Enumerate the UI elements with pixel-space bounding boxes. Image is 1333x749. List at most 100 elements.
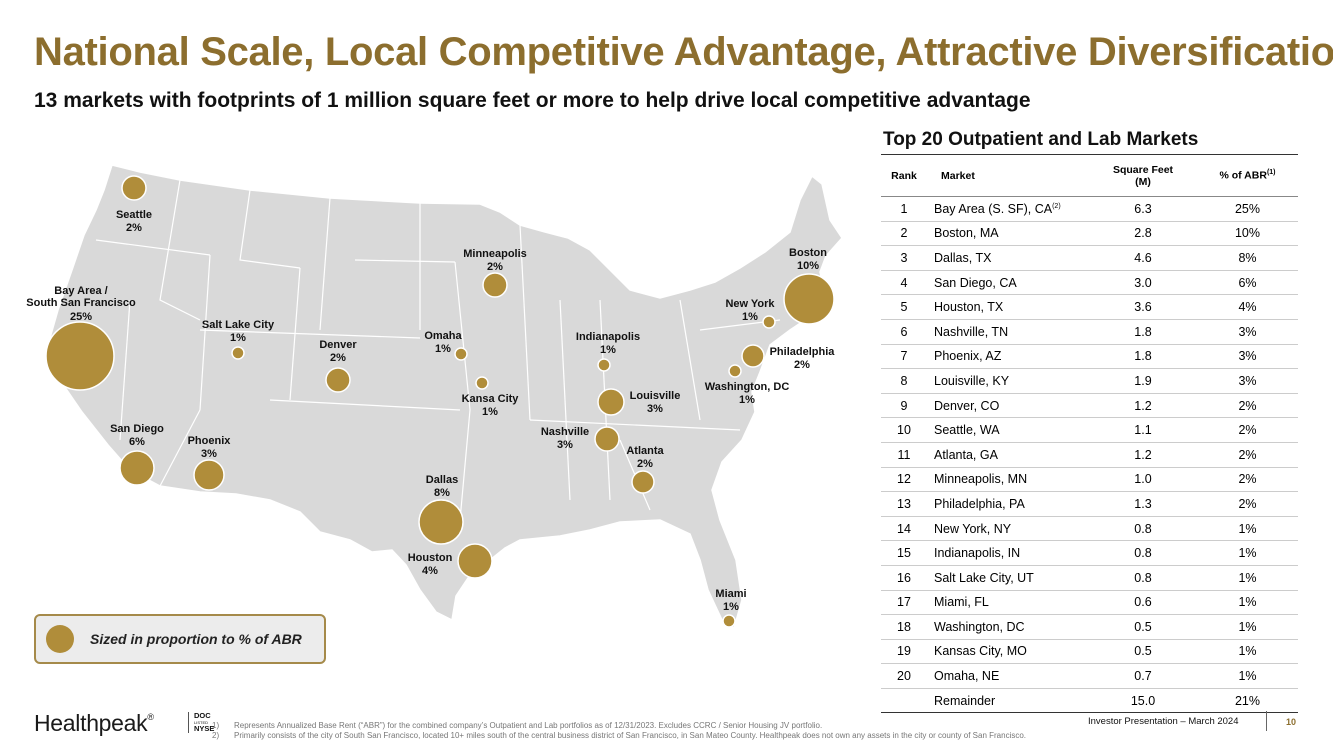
cell-market: Salt Lake City, UT <box>927 565 1089 591</box>
cell-rank: 8 <box>881 368 927 394</box>
cell-sqft: 1.9 <box>1089 368 1197 394</box>
label-dallas: Dallas <box>426 474 458 486</box>
cell-sqft: 3.6 <box>1089 294 1197 320</box>
label-boston-pct: 10% <box>797 260 819 272</box>
label-washington-dc: Washington, DC <box>705 381 790 393</box>
cell-abr: 2% <box>1197 442 1298 468</box>
label-nashville-pct: 3% <box>557 439 573 451</box>
label-bay-area-2: South San Francisco <box>26 297 136 309</box>
table-row: 2 Boston, MA 2.8 10% <box>881 221 1298 247</box>
label-kansas-city: Kansa City <box>462 393 520 405</box>
bubble-nashville <box>594 426 620 452</box>
cell-sqft: 0.8 <box>1089 540 1197 566</box>
bubble-seattle <box>121 175 147 201</box>
cell-sqft: 4.6 <box>1089 245 1197 271</box>
cell-market: Remainder <box>927 688 1089 714</box>
cell-sqft: 1.1 <box>1089 417 1197 443</box>
cell-rank: 2 <box>881 221 927 247</box>
bubble-new-york <box>762 315 776 329</box>
label-washington-dc-pct: 1% <box>739 394 755 406</box>
table-row: 19 Kansas City, MO 0.5 1% <box>881 639 1298 665</box>
bubble-houston <box>457 543 493 579</box>
cell-abr: 4% <box>1197 294 1298 320</box>
bubble-omaha <box>454 347 468 361</box>
us-outline <box>47 164 843 630</box>
cell-sqft: 3.0 <box>1089 270 1197 296</box>
cell-market: Philadelphia, PA <box>927 491 1089 517</box>
bubble-san-diego <box>119 450 155 486</box>
label-louisville: Louisville <box>630 390 681 402</box>
label-denver: Denver <box>319 339 357 351</box>
label-salt-lake-city: Salt Lake City <box>202 319 275 331</box>
cell-abr: 25% <box>1197 196 1298 222</box>
table-row: 9 Denver, CO 1.2 2% <box>881 393 1298 419</box>
cell-market: Indianapolis, IN <box>927 540 1089 566</box>
cell-market: Boston, MA <box>927 221 1089 247</box>
cell-rank <box>881 688 927 714</box>
page-number: 10 <box>1286 717 1297 727</box>
bubble-louisville <box>597 388 625 416</box>
cell-rank: 6 <box>881 319 927 345</box>
cell-rank: 9 <box>881 393 927 419</box>
cell-sqft: 0.6 <box>1089 590 1197 616</box>
cell-abr: 2% <box>1197 491 1298 517</box>
cell-sqft: 1.8 <box>1089 319 1197 345</box>
cell-rank: 17 <box>881 590 927 616</box>
cell-market: New York, NY <box>927 516 1089 542</box>
legend-text: Sized in proportion to % of ABR <box>90 631 302 647</box>
label-houston: Houston <box>408 552 453 564</box>
cell-abr: 21% <box>1197 688 1298 714</box>
cell-market: Dallas, TX <box>927 245 1089 271</box>
cell-abr: 1% <box>1197 540 1298 566</box>
cell-market: Seattle, WA <box>927 417 1089 443</box>
bubble-kansas-city <box>475 376 489 390</box>
table-row: 14 New York, NY 0.8 1% <box>881 516 1298 542</box>
bubble-washington-dc <box>728 364 742 378</box>
table-header-row: Rank Market Square Feet (M) % of ABR(1) <box>881 155 1298 197</box>
table-row: 11 Atlanta, GA 1.2 2% <box>881 442 1298 468</box>
cell-abr: 1% <box>1197 516 1298 542</box>
label-phoenix-pct: 3% <box>201 448 217 460</box>
cell-market: Minneapolis, MN <box>927 467 1089 493</box>
markets-table: Rank Market Square Feet (M) % of ABR(1) 1… <box>881 154 1298 714</box>
bubble-minneapolis <box>482 272 508 298</box>
table-title: Top 20 Outpatient and Lab Markets <box>883 129 1199 150</box>
cell-rank: 4 <box>881 270 927 296</box>
cell-abr: 2% <box>1197 467 1298 493</box>
label-phoenix: Phoenix <box>188 435 232 447</box>
label-minneapolis-pct: 2% <box>487 261 503 273</box>
table-row: 3 Dallas, TX 4.6 8% <box>881 245 1298 271</box>
cell-abr: 2% <box>1197 417 1298 443</box>
market-bubbles <box>45 175 835 628</box>
presentation-label: Investor Presentation – March 2024 <box>1088 716 1239 727</box>
label-indianapolis-pct: 1% <box>600 344 616 356</box>
label-omaha: Omaha <box>424 330 462 342</box>
label-philadelphia: Philadelphia <box>770 346 836 358</box>
cell-sqft: 1.2 <box>1089 393 1197 419</box>
bubble-philadelphia <box>741 344 765 368</box>
cell-abr: 1% <box>1197 663 1298 689</box>
cell-rank: 7 <box>881 344 927 370</box>
cell-sqft: 6.3 <box>1089 196 1197 222</box>
table-row: 18 Washington, DC 0.5 1% <box>881 614 1298 640</box>
label-philadelphia-pct: 2% <box>794 359 810 371</box>
cell-abr: 8% <box>1197 245 1298 271</box>
page-title: National Scale, Local Competitive Advant… <box>34 30 1333 74</box>
bubble-miami <box>722 614 736 628</box>
label-boston: Boston <box>789 247 827 259</box>
table-row: 16 Salt Lake City, UT 0.8 1% <box>881 565 1298 591</box>
cell-rank: 13 <box>881 491 927 517</box>
table-row: 15 Indianapolis, IN 0.8 1% <box>881 540 1298 566</box>
cell-sqft: 2.8 <box>1089 221 1197 247</box>
cell-abr: 6% <box>1197 270 1298 296</box>
label-atlanta-pct: 2% <box>637 458 653 470</box>
bubble-phoenix <box>193 459 225 491</box>
cell-rank: 12 <box>881 467 927 493</box>
cell-market: Miami, FL <box>927 590 1089 616</box>
label-denver-pct: 2% <box>330 352 346 364</box>
label-miami-pct: 1% <box>723 601 739 613</box>
cell-sqft: 0.5 <box>1089 639 1197 665</box>
cell-market: Denver, CO <box>927 393 1089 419</box>
label-dallas-pct: 8% <box>434 487 450 499</box>
label-seattle-pct: 2% <box>126 222 142 234</box>
